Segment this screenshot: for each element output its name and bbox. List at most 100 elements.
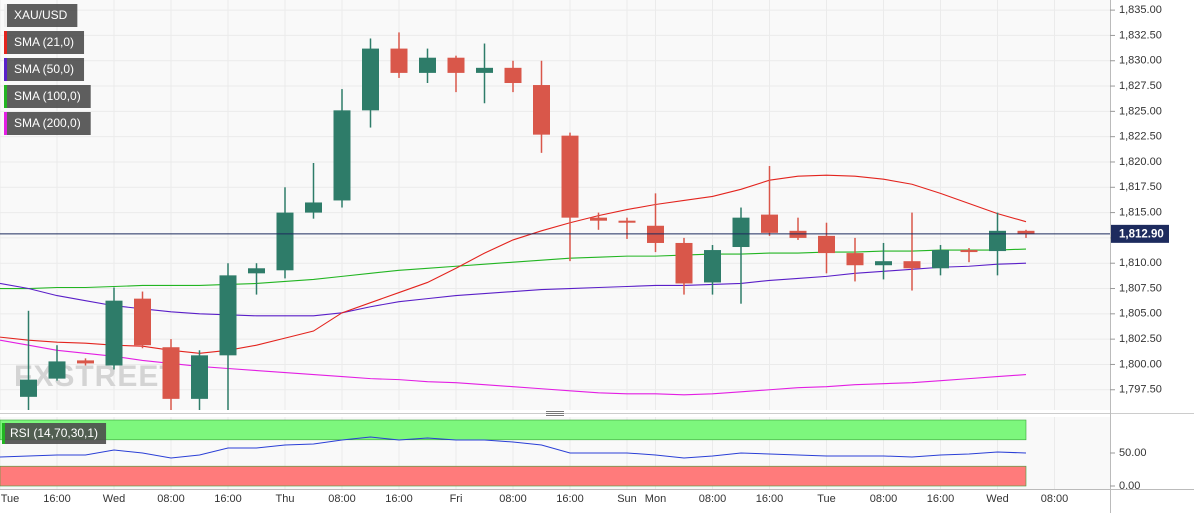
candle-body <box>390 48 408 73</box>
rsi-band <box>0 419 1027 441</box>
y-tick-label: 1,827.50 <box>1119 80 1162 92</box>
x-tick-label: Tue <box>817 493 836 505</box>
candle-body <box>903 261 921 269</box>
y-tick-label: 1,822.50 <box>1119 131 1162 143</box>
legend-label: RSI (14,70,30,1) <box>10 426 98 440</box>
plot-area <box>0 32 1110 410</box>
legend-box <box>4 85 91 108</box>
rsi-line <box>0 436 1027 459</box>
candle-body <box>989 230 1006 252</box>
y-tick-label: 1,802.50 <box>1119 333 1162 345</box>
candle-body <box>647 225 664 243</box>
candle-body <box>704 250 721 283</box>
candle-body <box>1017 230 1035 234</box>
legend-label: XAU/USD <box>14 8 68 22</box>
x-tick-label: 16:00 <box>556 493 584 505</box>
x-tick-label: Sun <box>617 493 637 505</box>
legend-label: SMA (100,0) <box>14 89 81 103</box>
watermark: FXSTREET <box>14 360 179 393</box>
x-tick-label: 08:00 <box>328 493 356 505</box>
candle-body <box>476 67 493 73</box>
candle-body <box>248 268 265 274</box>
x-tick-label: 16:00 <box>385 493 413 505</box>
x-tick-label: 16:00 <box>927 493 955 505</box>
legend-label: SMA (200,0) <box>14 116 81 130</box>
legend-swatch <box>2 423 5 444</box>
candle-body <box>305 202 322 213</box>
candle-body <box>48 361 66 379</box>
y-tick-label: 1,817.50 <box>1119 181 1162 193</box>
x-tick-label: 16:00 <box>43 493 71 505</box>
candle-body <box>618 220 636 223</box>
legend-label: SMA (21,0) <box>14 35 74 49</box>
candle-body <box>675 242 693 284</box>
y-tick-label: 1,825.00 <box>1119 105 1162 117</box>
y-tick-label: 1,830.00 <box>1119 55 1162 67</box>
last-price-label: 1,812.90 <box>1119 228 1164 240</box>
legend: XAU/USD SMA (21,0) SMA (50,0) SMA (100,0) SM… <box>2 4 107 444</box>
y-tick-label: 1,797.50 <box>1119 384 1162 396</box>
candle-body <box>504 67 522 84</box>
price-pane <box>0 0 1110 410</box>
x-tick-label: 16:00 <box>214 493 242 505</box>
legend-swatch <box>4 58 7 81</box>
legend-box <box>2 423 107 444</box>
rsi-band <box>0 465 1027 487</box>
y-tick-label: 1,810.00 <box>1119 257 1162 269</box>
y-tick-label: 0.00 <box>1119 480 1140 492</box>
axes: Tue 16:00 Wed 08:00 16:00 Thu 08:00 16:00 Fri 08:… <box>1 4 1169 505</box>
legend-swatch <box>4 85 7 108</box>
candle-body <box>818 235 835 254</box>
legend-swatch <box>4 4 7 27</box>
candle-body <box>590 217 607 221</box>
x-tick-label: Mon <box>645 493 666 505</box>
legend-box <box>4 58 85 81</box>
x-tick-label: Fri <box>450 493 463 505</box>
candle-body <box>20 379 37 397</box>
x-tick-label: 08:00 <box>157 493 185 505</box>
x-tick-label: 08:00 <box>699 493 727 505</box>
candle-body <box>875 261 892 266</box>
candle-body <box>134 298 151 346</box>
x-tick-label: Tue <box>1 493 20 505</box>
y-tick-label: 1,835.00 <box>1119 4 1162 16</box>
legend-swatch <box>4 31 7 54</box>
y-tick-label: 1,815.00 <box>1119 206 1162 218</box>
candle-body <box>419 57 436 73</box>
x-tick-label: Thu <box>276 493 295 505</box>
y-tick-label: 1,805.00 <box>1119 308 1162 320</box>
candle-body <box>191 355 208 399</box>
candle-body <box>447 57 465 73</box>
candle-body <box>362 48 379 111</box>
legend-label: SMA (50,0) <box>14 62 74 76</box>
candle-body <box>333 110 351 201</box>
candle-body <box>162 347 180 399</box>
candle-body <box>732 217 750 248</box>
candle-body <box>846 253 864 266</box>
candle-body <box>533 85 550 135</box>
candle-body <box>761 214 778 233</box>
y-tick-label: 1,820.00 <box>1119 156 1162 168</box>
x-tick-label: Wed <box>103 493 125 505</box>
x-tick-label: 08:00 <box>1041 493 1069 505</box>
candle-body <box>219 275 237 356</box>
candle-body <box>932 250 949 269</box>
rsi-area <box>0 419 1027 487</box>
last-price-box <box>1111 224 1169 243</box>
candle-body <box>105 300 123 366</box>
legend-box <box>4 4 78 27</box>
legend-swatch <box>4 112 7 135</box>
y-tick-label: 50.00 <box>1119 447 1147 459</box>
y-tick-label: 1,800.00 <box>1119 358 1162 370</box>
candle-body <box>960 250 978 253</box>
candle-body <box>77 360 94 364</box>
candle-body <box>561 135 579 218</box>
candle-body <box>789 230 807 238</box>
x-tick-label: 08:00 <box>870 493 898 505</box>
candle-body <box>276 212 294 271</box>
x-tick-label: Wed <box>986 493 1008 505</box>
legend-box <box>4 31 85 54</box>
legend-box <box>4 112 91 135</box>
